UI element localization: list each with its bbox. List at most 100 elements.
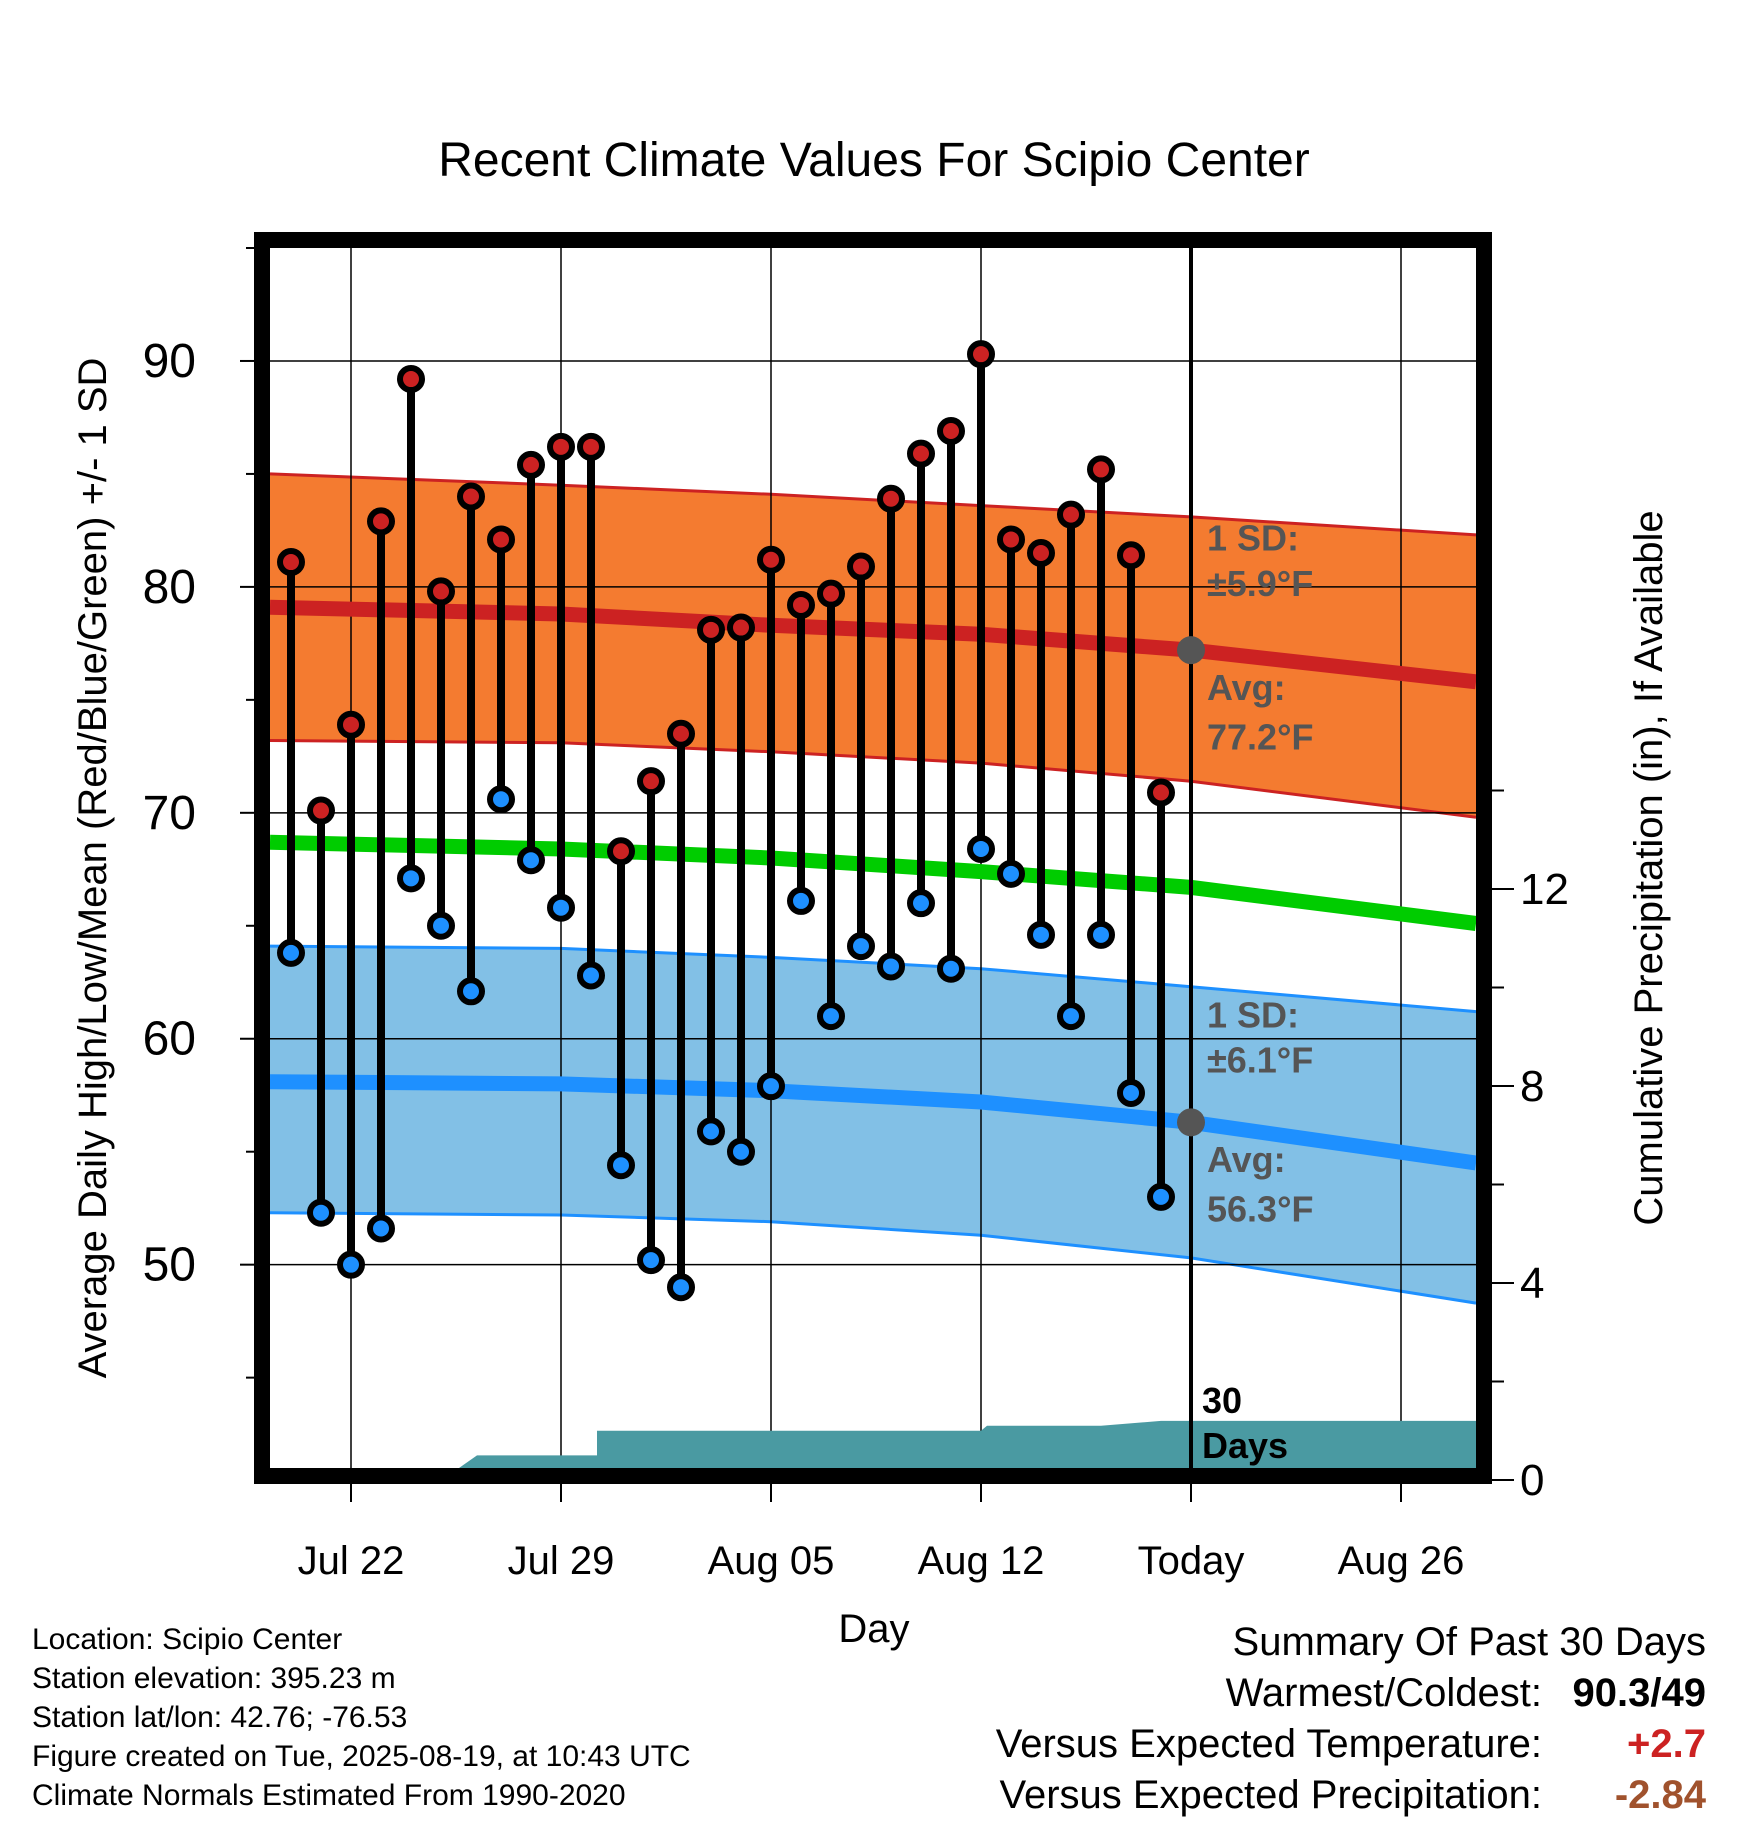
low-avg-label: Avg: <box>1207 1139 1286 1180</box>
plot-frame <box>254 232 1492 1484</box>
obs-high-point <box>697 615 725 644</box>
obs-low-point <box>1147 1182 1175 1211</box>
obs-high-point <box>877 484 905 513</box>
x-tick-label: Aug 26 <box>1338 1539 1465 1583</box>
x-tick-label: Jul 22 <box>298 1539 405 1583</box>
obs-low-point <box>307 1198 335 1227</box>
y-tick-label: 50 <box>143 1239 196 1292</box>
low-sd-value: ±6.1°F <box>1207 1040 1313 1081</box>
high-sd-band-lower-edge <box>269 739 1477 819</box>
high-sd-value: ±5.9°F <box>1207 563 1313 604</box>
axes: 50 60 70 80 90 0 4 8 12 Jul 22 Jul 29 Aug 05 Aug 12 T… <box>143 247 1569 1583</box>
obs-high-point <box>997 525 1025 554</box>
normal-mean-line <box>269 834 1477 931</box>
obs-high-point <box>577 432 605 461</box>
low-avg-value: 56.3°F <box>1207 1189 1313 1230</box>
obs-low-point <box>457 977 485 1006</box>
obs-high-point <box>907 439 935 468</box>
obs-low-point <box>847 932 875 961</box>
obs-high-point <box>457 482 485 511</box>
obs-high-point <box>367 507 395 536</box>
warmest-value: 90.3/49 <box>1572 1671 1706 1715</box>
today-label-line1: 30 <box>1202 1380 1242 1421</box>
obs-low-point <box>1027 920 1055 949</box>
high-sd-band-upper-edge <box>269 472 1477 537</box>
high-sd-label: 1 SD: <box>1207 518 1299 559</box>
obs-low-point <box>1087 920 1115 949</box>
chart-title: Recent Climate Values For Scipio Center <box>438 134 1309 187</box>
obs-low-point <box>487 785 515 814</box>
plot-border <box>254 232 1492 1484</box>
normal-high-line <box>269 599 1477 690</box>
obs-high-point <box>787 590 815 619</box>
obs-low-point <box>877 952 905 981</box>
obs-low-point <box>817 1002 845 1031</box>
x-tick-label: Aug 05 <box>708 1539 835 1583</box>
obs-low-point <box>547 893 575 922</box>
obs-high-point <box>1147 778 1175 807</box>
obs-high-point <box>727 613 755 642</box>
y2-axis-title: Cumulative Precipitation (in), If Availa… <box>1627 510 1671 1225</box>
today-high-avg-dot <box>1177 636 1205 665</box>
obs-low-point <box>697 1117 725 1146</box>
temp-row: Versus Expected Temperature: +2.7 <box>996 1722 1706 1773</box>
obs-high-point <box>757 545 785 574</box>
elevation-text: Station elevation: 395.23 m <box>32 1662 396 1695</box>
obs-high-point <box>337 710 365 739</box>
obs-low-point <box>367 1214 395 1243</box>
high-avg-value: 77.2°F <box>1207 717 1313 758</box>
summary-title: Summary Of Past 30 Days <box>1232 1620 1706 1664</box>
obs-low-point <box>727 1137 755 1166</box>
obs-low-point <box>967 834 995 863</box>
high-avg-label: Avg: <box>1207 667 1286 708</box>
warmest-label: Warmest/Coldest: <box>1225 1671 1542 1715</box>
temp-value: +2.7 <box>1627 1722 1706 1766</box>
today-low-avg-dot <box>1177 1108 1205 1137</box>
obs-low-point <box>517 846 545 875</box>
obs-low-point <box>337 1250 365 1279</box>
obs-low-point <box>607 1151 635 1180</box>
x-tick-label: Today <box>1138 1539 1245 1583</box>
y2-tick-label: 4 <box>1520 1259 1544 1308</box>
obs-high-point <box>547 432 575 461</box>
precip-row: Versus Expected Precipitation: -2.84 <box>996 1773 1706 1824</box>
obs-low-point <box>937 954 965 983</box>
obs-high-point <box>307 796 335 825</box>
low-sd-label: 1 SD: <box>1207 994 1299 1035</box>
obs-low-point <box>907 889 935 918</box>
obs-low-point <box>997 859 1025 888</box>
obs-low-point <box>757 1072 785 1101</box>
normal-bands <box>269 472 1477 1305</box>
y-tick-label: 70 <box>143 787 196 840</box>
y-axis-title: Average Daily High/Low/Mean (Red/Blue/Gr… <box>71 358 115 1379</box>
precip-value: -2.84 <box>1614 1773 1706 1817</box>
obs-low-point <box>427 911 455 940</box>
obs-high-point <box>397 365 425 394</box>
obs-low-point <box>277 938 305 967</box>
obs-high-point <box>1087 455 1115 484</box>
normal-lines <box>269 599 1478 1171</box>
obs-high-point <box>817 579 845 608</box>
precipitation-area <box>270 1420 1476 1468</box>
precip-area <box>270 1420 1476 1468</box>
chart-text: Recent Climate Values For Scipio Center D… <box>71 134 1671 1651</box>
obs-low-point <box>397 864 425 893</box>
obs-high-point <box>1027 539 1055 567</box>
y-tick-label: 60 <box>143 1013 196 1066</box>
warmest-row: Warmest/Coldest: 90.3/49 <box>996 1671 1706 1722</box>
obs-high-point <box>517 450 545 479</box>
obs-high-point <box>1057 500 1085 529</box>
y-tick-label: 80 <box>143 561 196 614</box>
obs-low-point <box>1117 1078 1145 1107</box>
y-tick-label: 90 <box>143 335 196 388</box>
obs-high-point <box>607 837 635 866</box>
latlon-text: Station lat/lon: 42.76; -76.53 <box>32 1701 408 1734</box>
y2-tick-label: 0 <box>1520 1456 1544 1505</box>
obs-low-point <box>637 1246 665 1275</box>
obs-high-point <box>637 767 665 796</box>
low-sd-band-lower-edge <box>269 1211 1477 1305</box>
y2-tick-label: 12 <box>1520 865 1569 914</box>
normals-text: Climate Normals Estimated From 1990-2020 <box>32 1779 626 1812</box>
x-axis-title: Day <box>838 1607 909 1651</box>
obs-high-point <box>427 577 455 606</box>
